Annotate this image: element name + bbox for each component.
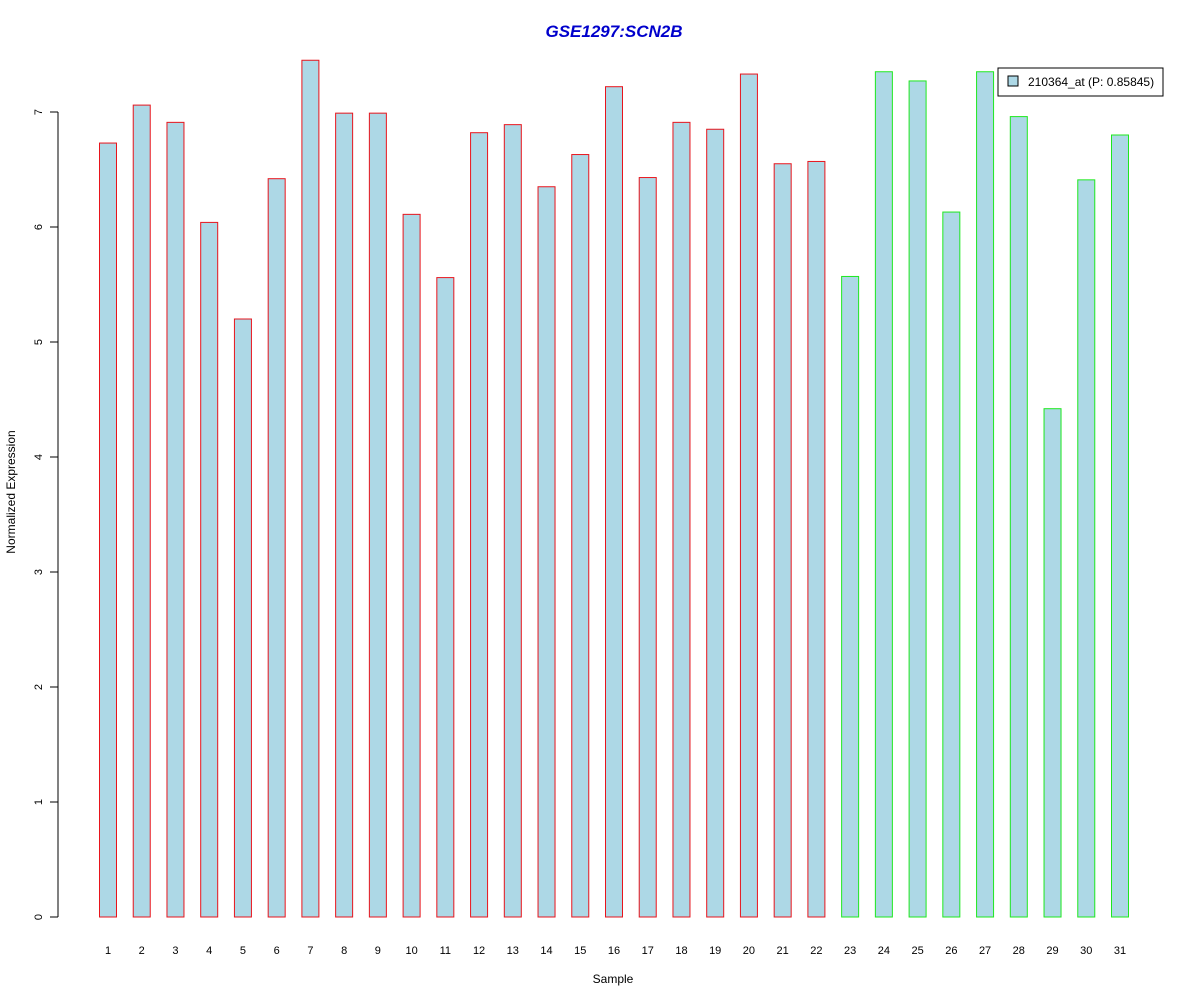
bar-sample-23 bbox=[841, 275, 860, 918]
x-tick-label: 5 bbox=[240, 945, 246, 957]
bar-sample-25 bbox=[908, 80, 927, 918]
bar-sample-15 bbox=[571, 154, 590, 918]
x-tick-label: 14 bbox=[540, 945, 552, 957]
x-tick-label: 2 bbox=[139, 945, 145, 957]
x-tick-label: 8 bbox=[341, 945, 347, 957]
legend-entry: 210364_at (P: 0.85845) bbox=[1028, 75, 1154, 89]
bar-sample-16 bbox=[605, 86, 623, 918]
x-tick-label: 4 bbox=[206, 945, 212, 957]
bar-sample-3 bbox=[166, 121, 185, 918]
x-tick-label: 21 bbox=[777, 945, 789, 957]
bar-sample-1 bbox=[99, 142, 117, 918]
bar-sample-11 bbox=[436, 277, 455, 918]
y-tick-label: 2 bbox=[33, 684, 45, 690]
y-ticks: 0 1 2 3 4 5 6 7 bbox=[33, 109, 58, 920]
bar-sample-7 bbox=[301, 59, 320, 918]
bar-sample-4 bbox=[200, 221, 219, 918]
x-tick-label: 20 bbox=[743, 945, 755, 957]
bar-sample-18 bbox=[672, 121, 691, 918]
x-tick-label: 1 bbox=[105, 945, 111, 957]
y-tick-label: 3 bbox=[33, 569, 45, 575]
bar-sample-14 bbox=[537, 186, 556, 918]
x-tick-label: 29 bbox=[1046, 945, 1058, 957]
bar-sample-12 bbox=[470, 132, 489, 918]
bar-sample-31 bbox=[1111, 134, 1129, 918]
bar-sample-28 bbox=[1009, 116, 1028, 918]
x-tick-label: 17 bbox=[642, 945, 654, 957]
bar-sample-5 bbox=[233, 318, 252, 918]
bar-sample-29 bbox=[1043, 408, 1062, 918]
y-tick-label: 0 bbox=[33, 914, 45, 920]
bar-sample-21 bbox=[773, 163, 792, 918]
bar-sample-10 bbox=[402, 213, 421, 918]
x-tick-label: 19 bbox=[709, 945, 721, 957]
bar-sample-6 bbox=[267, 178, 286, 918]
legend-box bbox=[997, 67, 1164, 97]
y-tick-label: 5 bbox=[33, 339, 45, 345]
x-tick-label: 11 bbox=[440, 945, 451, 957]
y-tick-label: 4 bbox=[33, 454, 45, 460]
x-tick-label: 24 bbox=[878, 945, 890, 957]
legend-swatch bbox=[1007, 75, 1019, 87]
bar-sample-19 bbox=[706, 128, 725, 918]
x-tick-label: 30 bbox=[1080, 945, 1092, 957]
x-tick-label: 28 bbox=[1013, 945, 1025, 957]
bar-sample-9 bbox=[368, 112, 387, 918]
y-tick-label: 6 bbox=[33, 224, 45, 230]
x-tick-label: 22 bbox=[810, 945, 822, 957]
x-tick-label: 3 bbox=[172, 945, 178, 957]
y-axis-label: Normalized Expression bbox=[4, 430, 18, 553]
bar-sample-24 bbox=[874, 71, 893, 918]
x-tick-label: 12 bbox=[473, 945, 485, 957]
x-tick-label: 27 bbox=[979, 945, 991, 957]
x-tick-label: 9 bbox=[375, 945, 381, 957]
x-tick-label: 7 bbox=[307, 945, 313, 957]
chart-title: GSE1297:SCN2B bbox=[545, 22, 682, 41]
x-axis-label: Sample bbox=[593, 972, 634, 986]
bar-sample-22 bbox=[807, 160, 826, 918]
x-tick-label: 10 bbox=[405, 945, 417, 957]
bar-sample-27 bbox=[976, 71, 995, 918]
bar-sample-20 bbox=[739, 73, 758, 918]
bar-sample-17 bbox=[638, 177, 657, 918]
bar-sample-2 bbox=[132, 104, 151, 918]
x-tick-label: 18 bbox=[675, 945, 687, 957]
x-tick-label: 13 bbox=[507, 945, 519, 957]
x-tick-label: 26 bbox=[945, 945, 957, 957]
bar-sample-30 bbox=[1077, 179, 1096, 918]
legend: 210364_at (P: 0.85845) bbox=[997, 67, 1164, 97]
y-tick-label: 7 bbox=[33, 109, 45, 115]
x-tick-label: 15 bbox=[574, 945, 586, 957]
x-tick-label: 31 bbox=[1114, 945, 1126, 957]
bar-sample-8 bbox=[335, 112, 354, 918]
x-tick-label: 25 bbox=[911, 945, 923, 957]
x-tick-label: 23 bbox=[844, 945, 856, 957]
x-tick-label: 16 bbox=[608, 945, 620, 957]
x-tick-labels: 1 2 3 4 5 6 7 8 9 10 11 12 13 14 15 16 17 18 19 20 21 22 23 24 2… bbox=[105, 945, 1126, 957]
x-tick-label: 6 bbox=[274, 945, 280, 957]
bars-layer bbox=[99, 59, 1129, 918]
y-tick-label: 1 bbox=[33, 799, 45, 805]
bar-sample-26 bbox=[942, 211, 961, 918]
bar-sample-13 bbox=[503, 124, 522, 918]
